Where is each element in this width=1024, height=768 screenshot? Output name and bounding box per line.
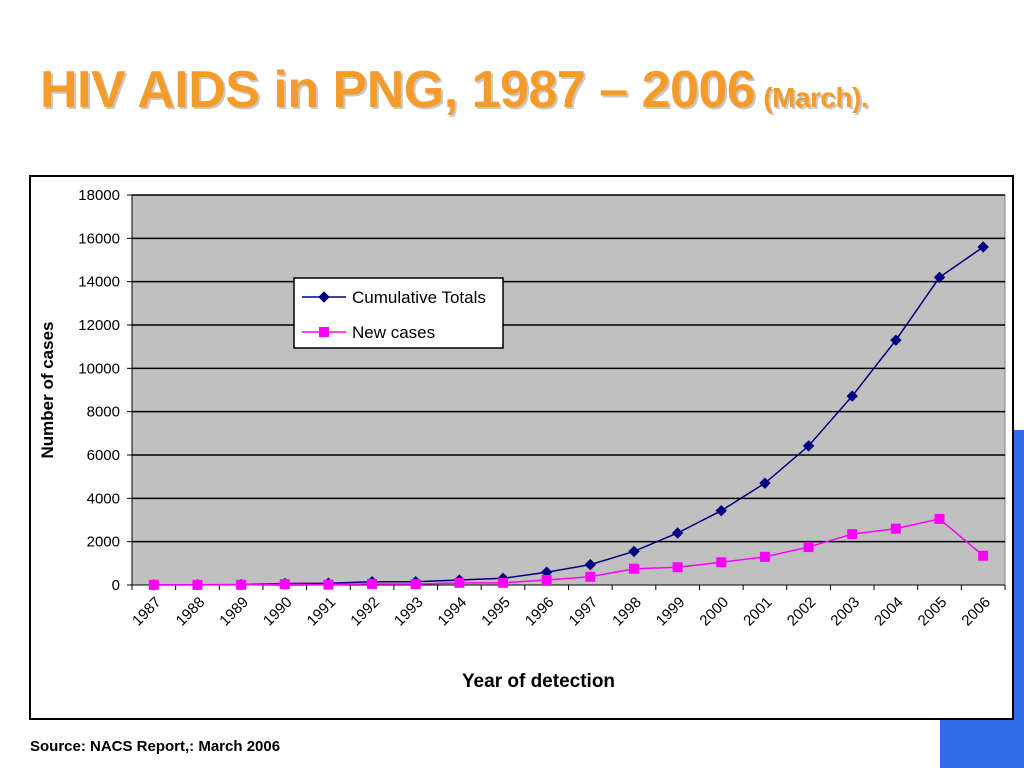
- data-point-new-cases: [236, 579, 247, 590]
- line-chart: 0 2000 4000 6000 8000 10000 12000 14000 16000 180…: [38, 187, 1006, 692]
- legend-label: Cumulative Totals: [352, 288, 486, 307]
- data-point-new-cases: [498, 577, 509, 588]
- data-point-new-cases: [803, 542, 814, 553]
- series-line-cumulative-totals: [153, 246, 984, 586]
- x-axis-title: Year of detection: [462, 671, 615, 692]
- data-point-new-cases: [279, 579, 290, 590]
- chart-frame: 0 2000 4000 6000 8000 10000 12000 14000 16000 180…: [29, 175, 1014, 720]
- data-point-new-cases: [410, 579, 421, 590]
- data-point-new-cases: [367, 578, 378, 589]
- x-tick-label: 1988: [173, 594, 209, 630]
- legend-marker: [319, 327, 329, 337]
- data-point-cumulative: [584, 558, 597, 571]
- x-tick-label: 1991: [304, 594, 340, 630]
- y-tick-label: 8000: [87, 404, 120, 421]
- data-point-cumulative: [890, 334, 902, 346]
- y-tick-label: 6000: [87, 447, 120, 464]
- x-tick-label: 1998: [609, 594, 645, 630]
- x-tick-label: 1997: [566, 594, 602, 630]
- data-point-cumulative: [759, 477, 771, 489]
- series-line-new-cases: [153, 518, 984, 586]
- y-tick-label: 18000: [78, 187, 120, 204]
- data-point-new-cases: [585, 571, 596, 582]
- x-tick-label: 1993: [391, 594, 427, 630]
- x-tick-label: 2004: [871, 594, 907, 630]
- x-tick-label: 1994: [435, 594, 471, 630]
- y-tick-label: 2000: [87, 534, 120, 551]
- data-point-new-cases: [192, 579, 203, 590]
- data-point-new-cases: [323, 579, 334, 590]
- data-point-new-cases: [716, 557, 727, 568]
- x-tick-label: 1996: [522, 594, 558, 630]
- slide-title-main: HIV AIDS in PNG, 1987 – 2006: [40, 61, 756, 119]
- data-point-new-cases: [148, 579, 159, 590]
- plot-area: [131, 194, 1006, 586]
- y-tick-label: 10000: [78, 360, 120, 377]
- data-point-cumulative: [802, 440, 815, 452]
- x-tick-label: 1995: [478, 594, 514, 630]
- data-point-cumulative: [671, 527, 684, 539]
- data-point-cumulative: [977, 241, 989, 253]
- legend-marker: [318, 291, 330, 303]
- x-tick-label: 2006: [958, 594, 994, 630]
- legend-label: New cases: [352, 323, 435, 342]
- y-axis-title: Number of cases: [38, 322, 57, 459]
- data-point-cumulative: [933, 271, 946, 284]
- data-point-new-cases: [978, 550, 989, 561]
- x-tick-label: 1992: [347, 594, 383, 630]
- data-point-new-cases: [847, 529, 858, 540]
- x-tick-label: 2001: [740, 594, 776, 630]
- y-tick-label: 12000: [78, 317, 120, 334]
- data-point-new-cases: [628, 563, 639, 574]
- data-point-new-cases: [541, 575, 552, 586]
- x-tick-label: 2002: [784, 594, 820, 630]
- data-point-cumulative: [715, 504, 727, 517]
- data-point-new-cases: [890, 523, 901, 534]
- x-tick-label: 1989: [216, 594, 252, 630]
- data-point-new-cases: [934, 513, 945, 524]
- x-tick-label: 1990: [260, 594, 296, 630]
- x-tick-label: 1987: [129, 594, 165, 630]
- data-point-new-cases: [672, 562, 683, 573]
- data-point-new-cases: [454, 577, 465, 588]
- x-tick-label: 1999: [653, 594, 689, 630]
- y-tick-label: 4000: [87, 490, 120, 507]
- y-tick-label: 0: [112, 577, 120, 594]
- x-tick-label: 2000: [696, 594, 732, 630]
- data-point-cumulative: [628, 545, 640, 558]
- slide-title: HIV AIDS in PNG, 1987 – 2006 (March).: [40, 61, 869, 119]
- data-point-new-cases: [759, 551, 770, 562]
- y-tick-label: 16000: [78, 230, 120, 247]
- data-point-cumulative: [846, 390, 858, 402]
- x-tick-label: 2005: [915, 594, 951, 630]
- source-note: Source: NACS Report,: March 2006: [30, 738, 281, 755]
- slide-title-suffix: (March).: [763, 82, 869, 113]
- y-tick-label: 14000: [78, 274, 120, 291]
- x-tick-label: 2003: [827, 594, 863, 630]
